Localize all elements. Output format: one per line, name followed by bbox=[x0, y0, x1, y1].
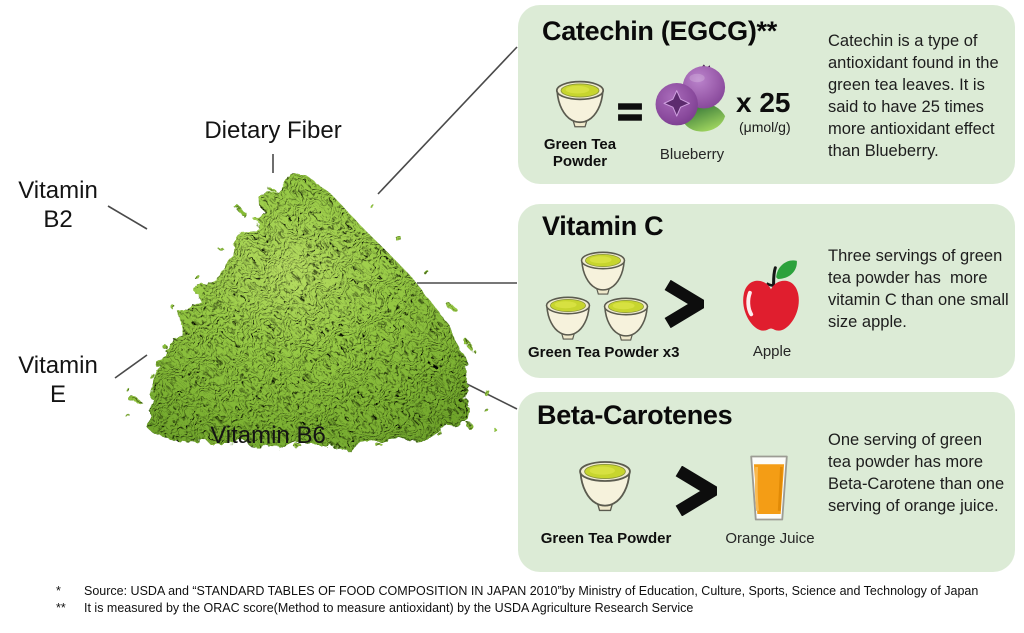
green-tea-powder-label-line2: Powder bbox=[552, 153, 608, 170]
apple-icon bbox=[740, 250, 802, 339]
green-tea-bowl-icon bbox=[601, 296, 651, 342]
blueberry-label: Blueberry bbox=[659, 146, 725, 163]
panel-beta-carotenes: Beta-Carotenes Green Tea Powder Orange J… bbox=[518, 392, 1015, 572]
orange-juice-label: Orange Juice bbox=[725, 530, 815, 547]
panel-beta-carotenes-description: One serving of green tea powder has more… bbox=[828, 431, 1009, 515]
panel-vitamin-c-title: Vitamin C bbox=[542, 211, 664, 241]
panel-catechin-description: Catechin is a type of antioxidant found … bbox=[828, 32, 1004, 160]
label-vitamin-e-line1: Vitamin bbox=[18, 352, 98, 379]
green-tea-powder-x3-label: Green Tea Powder x3 bbox=[528, 344, 680, 361]
multiplier-unit: (μmol/g) bbox=[739, 119, 791, 135]
green-tea-bowl-icon bbox=[576, 459, 634, 513]
green-tea-powder-label-line1: Green Tea bbox=[543, 136, 617, 153]
footnote-source: * Source: USDA and “STANDARD TABLES OF F… bbox=[56, 584, 978, 598]
label-vitamin-b2-line2: B2 bbox=[43, 206, 73, 233]
label-vitamin-b2: Vitamin B2 bbox=[6, 176, 110, 234]
footnote-orac: ** It is measured by the ORAC score(Meth… bbox=[56, 601, 693, 615]
label-vitamin-b2-line1: Vitamin bbox=[18, 177, 98, 204]
green-tea-bowl-icon bbox=[578, 250, 628, 296]
line-vitamin-e bbox=[114, 354, 148, 379]
label-vitamin-e: Vitamin E bbox=[6, 351, 110, 409]
label-vitamin-b6: Vitamin B6 bbox=[210, 422, 326, 449]
green-tea-powder-label: Green Tea Powder bbox=[539, 136, 621, 170]
panel-catechin-title: Catechin (EGCG)** bbox=[542, 16, 777, 46]
footnote-marker: ** bbox=[56, 601, 66, 615]
footnote-marker: * bbox=[56, 584, 61, 598]
panel-beta-carotenes-title: Beta-Carotenes bbox=[537, 400, 733, 430]
greater-than-icon bbox=[675, 466, 717, 516]
panel-vitamin-c: Vitamin C bbox=[518, 204, 1015, 378]
label-vitamin-e-line2: E bbox=[49, 381, 66, 408]
apple-label: Apple bbox=[752, 343, 792, 360]
green-tea-powder-label: Green Tea Powder bbox=[540, 530, 672, 547]
greater-than-icon bbox=[664, 280, 704, 328]
label-dietary-fiber: Dietary Fiber bbox=[204, 117, 342, 144]
line-to-catechin-panel bbox=[377, 46, 518, 195]
blueberry-icon bbox=[653, 62, 731, 138]
equals-icon bbox=[617, 101, 643, 123]
multiplier-text: x 25 bbox=[736, 87, 791, 118]
orange-juice-icon bbox=[748, 454, 790, 522]
panel-vitamin-c-description: Three servings of green tea powder has m… bbox=[828, 247, 1014, 331]
panel-catechin: Catechin (EGCG)** Green Tea Powder bbox=[518, 5, 1015, 184]
line-vitamin-b2 bbox=[107, 205, 148, 230]
green-tea-bowl-icon bbox=[543, 295, 593, 341]
footnote-text: Source: USDA and “STANDARD TABLES OF FOO… bbox=[84, 584, 979, 598]
green-tea-bowls-x3-icon bbox=[543, 250, 655, 344]
footnote-text: It is measured by the ORAC score(Method … bbox=[84, 601, 694, 615]
green-tea-powder-pile-image bbox=[126, 175, 497, 454]
green-tea-bowl-icon bbox=[553, 78, 607, 130]
